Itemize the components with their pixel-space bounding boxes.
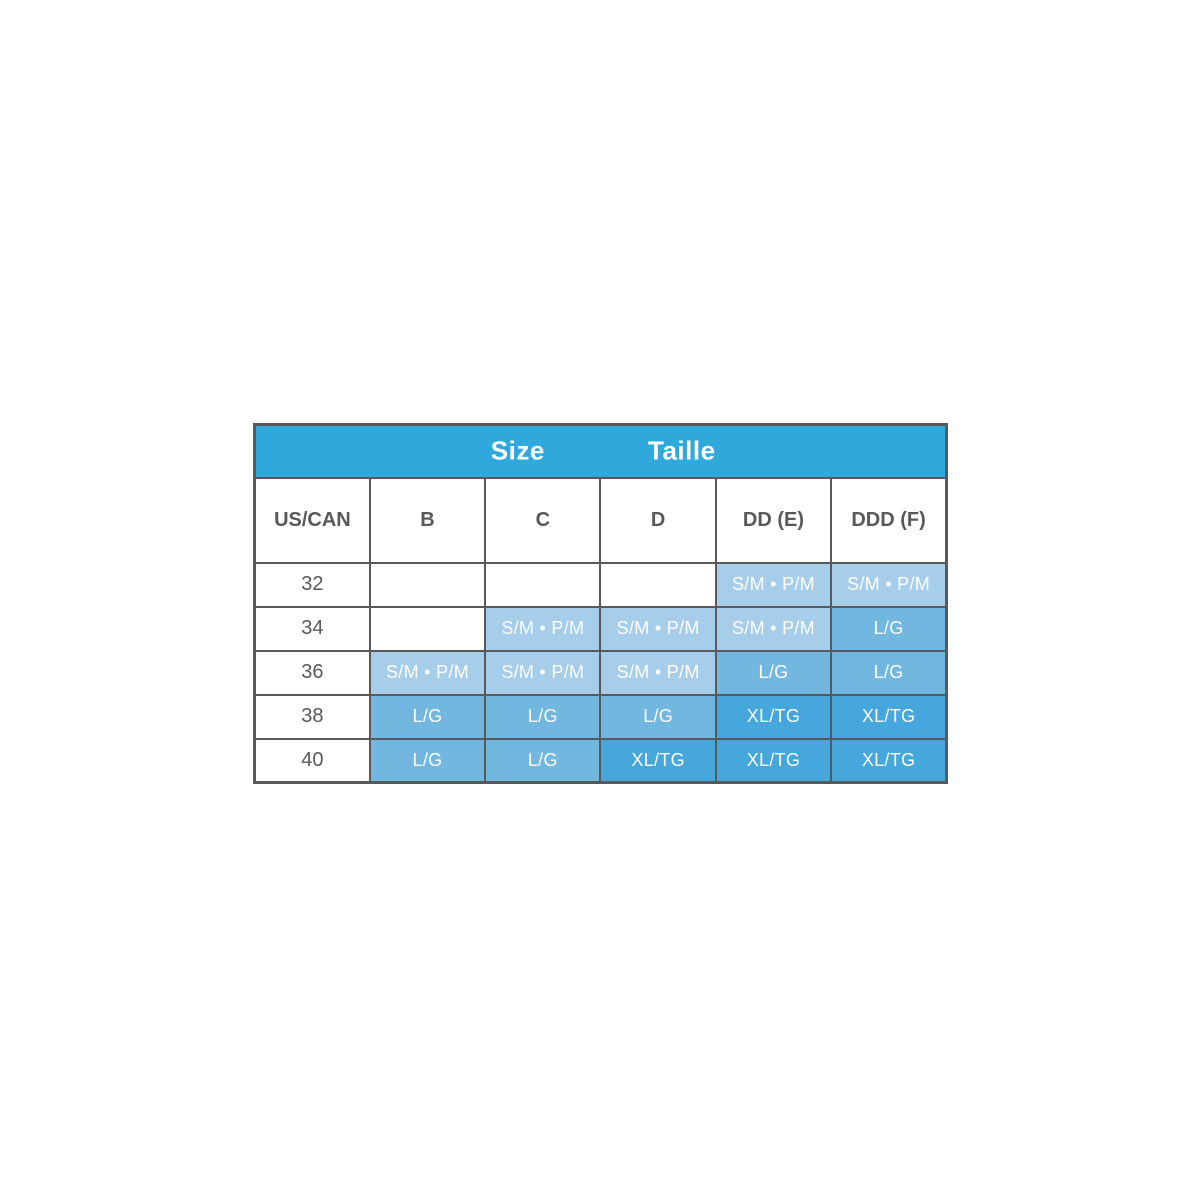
title-taille-label: Taille	[648, 435, 716, 466]
row-label-40: 40	[253, 737, 371, 784]
size-cell: L/G	[484, 693, 602, 740]
table-row-36: 36 S/M • P/M S/M • P/M S/M • P/M L/G L/G	[253, 649, 948, 696]
size-cell: S/M • P/M	[484, 649, 602, 696]
size-cell: S/M • P/M	[599, 649, 717, 696]
size-cell: L/G	[599, 693, 717, 740]
table-row-40: 40 L/G L/G XL/TG XL/TG XL/TG	[253, 737, 948, 784]
size-cell: XL/TG	[830, 737, 948, 784]
size-cell: S/M • P/M	[368, 649, 487, 696]
row-label-36: 36	[253, 649, 371, 696]
size-cell: S/M • P/M	[830, 561, 948, 608]
size-cell: S/M • P/M	[484, 605, 602, 652]
table-row-34: 34 S/M • P/M S/M • P/M S/M • P/M L/G	[253, 605, 948, 652]
row-label-38: 38	[253, 693, 371, 740]
row-label-32: 32	[253, 561, 371, 608]
size-chart: Size Taille US/CAN B C D DD (E) DDD (F) 32 S/M…	[253, 423, 948, 784]
size-cell: L/G	[714, 649, 833, 696]
row-label-34: 34	[253, 605, 371, 652]
size-cell: XL/TG	[599, 737, 717, 784]
title-row: Size Taille	[253, 423, 948, 479]
size-cell: XL/TG	[830, 693, 948, 740]
size-chart-table: Size Taille US/CAN B C D DD (E) DDD (F) 32 S/M…	[253, 423, 948, 784]
table-row-32: 32 S/M • P/M S/M • P/M	[253, 561, 948, 608]
size-cell: XL/TG	[714, 737, 833, 784]
column-header-b: B	[368, 476, 487, 564]
size-cell: L/G	[484, 737, 602, 784]
empty-cell	[484, 561, 602, 608]
size-cell: L/G	[368, 737, 487, 784]
column-header-d: D	[599, 476, 717, 564]
title-size-label: Size	[490, 435, 545, 466]
size-cell: L/G	[830, 605, 948, 652]
size-cell: L/G	[830, 649, 948, 696]
column-header-row: US/CAN B C D DD (E) DDD (F)	[253, 476, 948, 564]
column-header-ddd-f: DDD (F)	[830, 476, 948, 564]
empty-cell	[599, 561, 717, 608]
column-header-c: C	[484, 476, 602, 564]
size-cell: S/M • P/M	[599, 605, 717, 652]
empty-cell	[368, 561, 487, 608]
column-header-us-can: US/CAN	[253, 476, 371, 564]
size-cell: XL/TG	[714, 693, 833, 740]
size-cell: L/G	[368, 693, 487, 740]
size-cell: S/M • P/M	[714, 605, 833, 652]
title-bar: Size Taille	[253, 423, 948, 479]
column-header-dd-e: DD (E)	[714, 476, 833, 564]
size-cell: S/M • P/M	[714, 561, 833, 608]
table-row-38: 38 L/G L/G L/G XL/TG XL/TG	[253, 693, 948, 740]
empty-cell	[368, 605, 487, 652]
